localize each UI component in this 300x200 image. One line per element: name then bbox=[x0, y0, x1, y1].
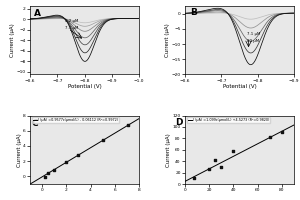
Point bbox=[207, 167, 212, 170]
Text: C: C bbox=[31, 119, 38, 128]
Point bbox=[231, 149, 236, 153]
Point bbox=[42, 176, 47, 179]
Text: 7.1 μM: 7.1 μM bbox=[247, 32, 260, 36]
Y-axis label: Current (μA): Current (μA) bbox=[10, 23, 15, 57]
X-axis label: Potential (V): Potential (V) bbox=[223, 84, 256, 89]
Point bbox=[52, 168, 57, 171]
Text: 0.2 μM: 0.2 μM bbox=[65, 19, 79, 23]
Y-axis label: Current (μA): Current (μA) bbox=[17, 133, 22, 167]
Y-axis label: Current (μA): Current (μA) bbox=[165, 23, 170, 57]
Legend: I (μA) =1.099c(μmol/L) +4.5273 (R²=0.9820): I (μA) =1.099c(μmol/L) +4.5273 (R²=0.982… bbox=[187, 117, 270, 123]
Point bbox=[76, 153, 81, 157]
Point bbox=[191, 177, 196, 180]
Point bbox=[219, 165, 224, 168]
Text: 80 μM: 80 μM bbox=[247, 39, 259, 43]
Text: 7.1 μM: 7.1 μM bbox=[65, 26, 79, 30]
X-axis label: Potential (V): Potential (V) bbox=[68, 84, 101, 89]
Y-axis label: Current (μA): Current (μA) bbox=[166, 133, 171, 167]
Point bbox=[213, 158, 218, 162]
Point bbox=[64, 161, 69, 164]
Point bbox=[46, 172, 51, 175]
Point bbox=[267, 136, 272, 139]
Point bbox=[100, 138, 105, 141]
Legend: I (μA) =0.9577c(μmol/L) - 0.06112 (R²=0.9972): I (μA) =0.9577c(μmol/L) - 0.06112 (R²=0.… bbox=[32, 117, 119, 123]
Text: A: A bbox=[34, 9, 41, 18]
Point bbox=[280, 130, 284, 133]
Text: D: D bbox=[175, 118, 183, 127]
Text: B: B bbox=[190, 8, 197, 17]
Point bbox=[126, 124, 130, 127]
